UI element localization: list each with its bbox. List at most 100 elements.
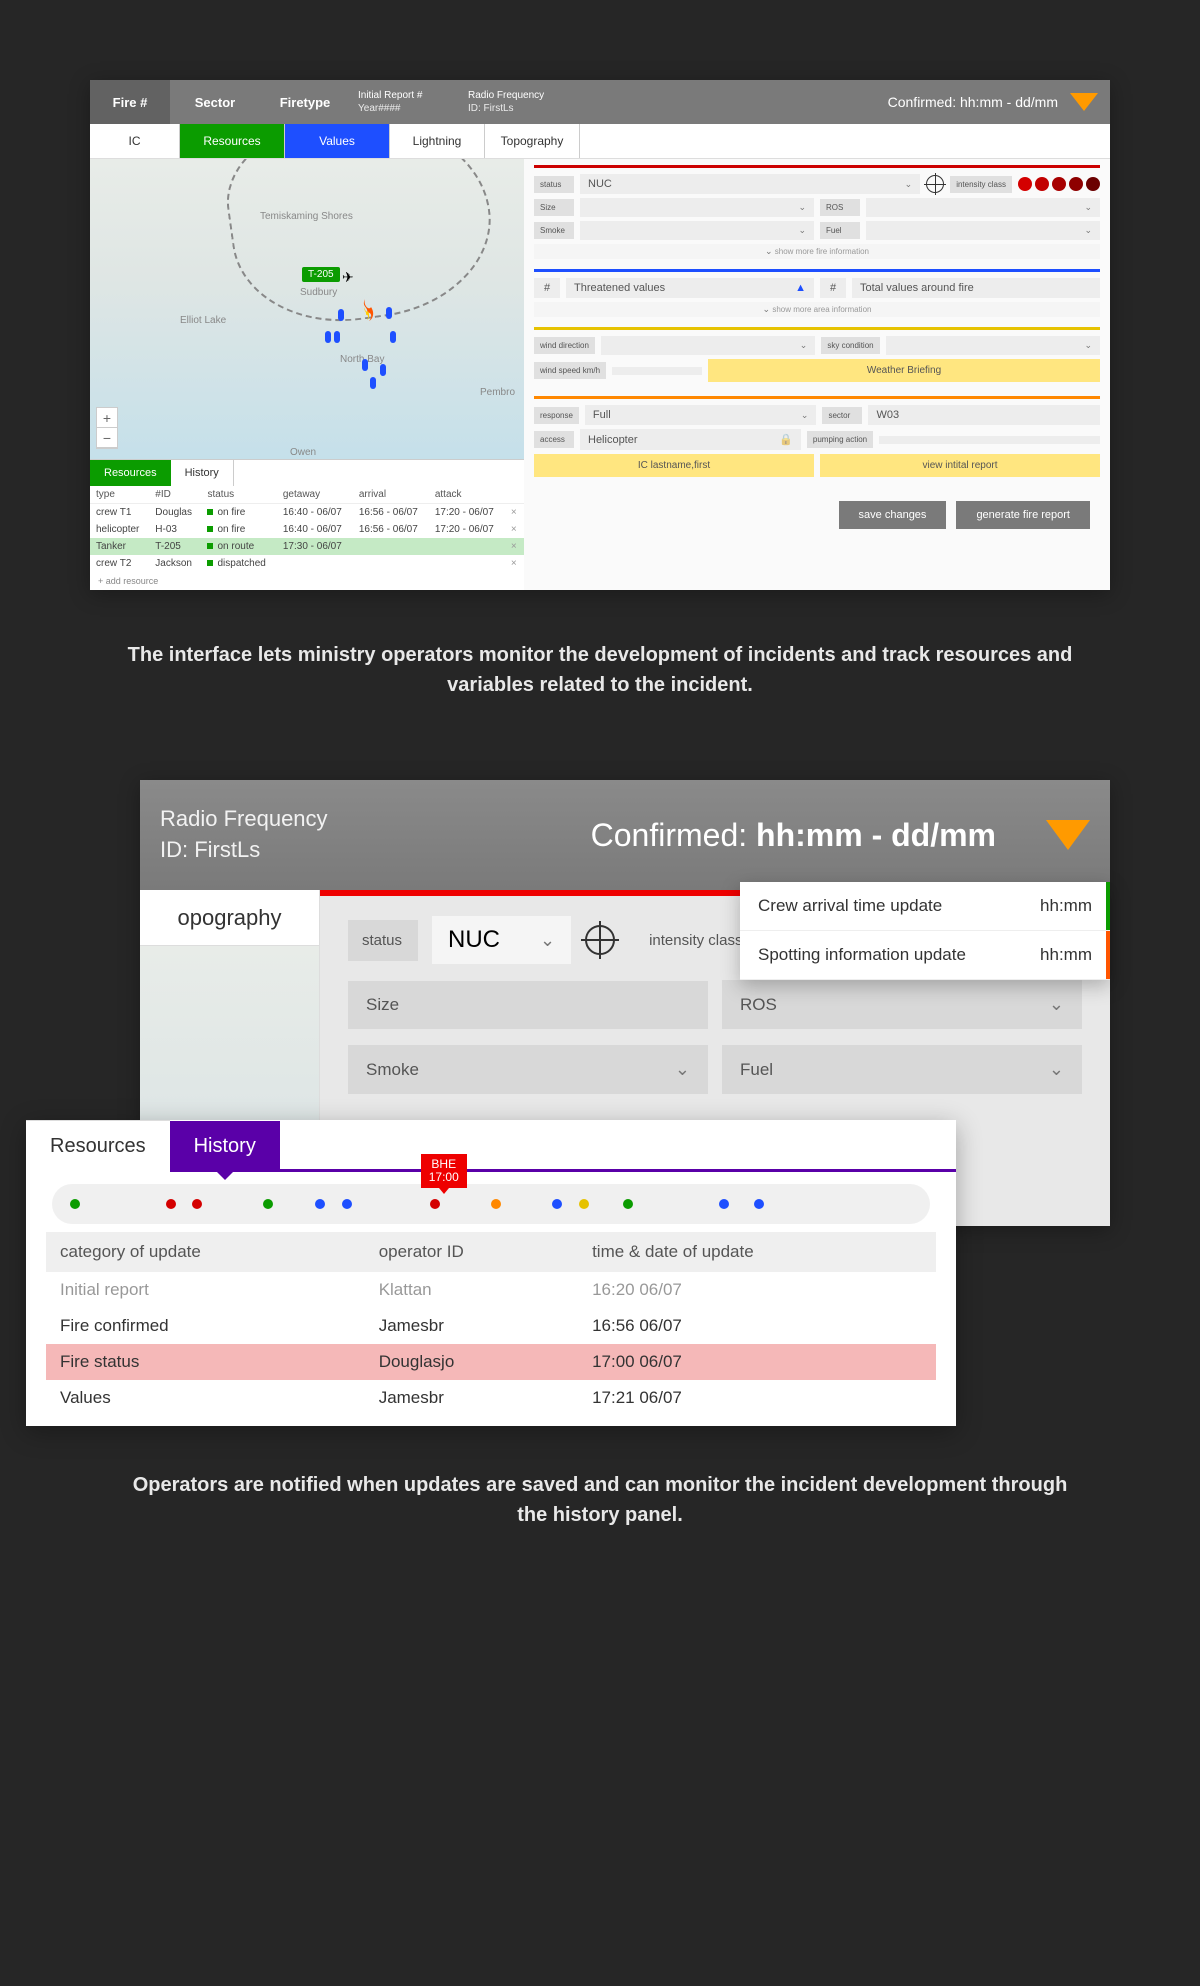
- smoke-field[interactable]: Smoke⌄: [348, 1045, 708, 1094]
- timeline-dot[interactable]: [552, 1199, 562, 1209]
- values-group: # Threatened values ▲ # Total values aro…: [534, 269, 1100, 323]
- resource-marker[interactable]: [390, 331, 396, 343]
- response-group: response Full⌄ sector W03 access Helicop…: [534, 396, 1100, 487]
- tab-lightning[interactable]: Lightning: [390, 124, 485, 158]
- history-row[interactable]: Fire statusDouglasjo17:00 06/07: [46, 1344, 936, 1380]
- tab-topography[interactable]: Topography: [485, 124, 580, 158]
- add-resource-link[interactable]: + add resource: [90, 572, 524, 590]
- view-report-button[interactable]: view intital report: [820, 454, 1100, 477]
- tab-resources-lower[interactable]: Resources: [90, 460, 171, 486]
- pumping-input[interactable]: [879, 436, 1100, 444]
- tab-history[interactable]: History: [170, 1121, 280, 1172]
- zoom-out-button[interactable]: −: [97, 428, 117, 448]
- fire-number[interactable]: Fire #: [90, 80, 170, 124]
- notification-item[interactable]: Crew arrival time updatehh:mm: [740, 882, 1110, 931]
- confirmed-time-value: hh:mm - dd/mm: [756, 817, 996, 853]
- chevron-down-icon: ⌄: [540, 930, 555, 951]
- show-more-area[interactable]: ⌄ show more area information: [534, 302, 1100, 317]
- resource-marker[interactable]: [325, 331, 331, 343]
- table-row[interactable]: crew T2Jacksondispatched×: [90, 555, 524, 572]
- size-field[interactable]: Size: [348, 981, 708, 1029]
- ros-dropdown[interactable]: ⌄: [866, 198, 1100, 217]
- intensity-dot[interactable]: [1086, 177, 1100, 191]
- chevron-down-icon: ⌄: [1084, 225, 1092, 236]
- resource-marker[interactable]: [362, 359, 368, 371]
- table-row[interactable]: TankerT-205on route17:30 - 06/07×: [90, 538, 524, 555]
- unit-tag[interactable]: T-205: [302, 267, 340, 282]
- fuel-dropdown[interactable]: ⌄: [866, 221, 1100, 240]
- timeline-dot[interactable]: [166, 1199, 176, 1209]
- map-area[interactable]: Temiskaming Shores Sudbury Elliot Lake N…: [90, 159, 524, 459]
- fuel-field[interactable]: Fuel⌄: [722, 1045, 1082, 1094]
- threatened-label: Threatened values ▲: [566, 278, 814, 298]
- table-row[interactable]: helicopterH-03on fire16:40 - 06/0716:56 …: [90, 521, 524, 538]
- lock-icon: 🔒: [779, 433, 793, 446]
- timeline-dot[interactable]: [70, 1199, 80, 1209]
- timeline-flag[interactable]: BHE17:00: [421, 1154, 467, 1188]
- zoom-in-button[interactable]: +: [97, 408, 117, 428]
- tab-values[interactable]: Values: [285, 124, 390, 158]
- resource-marker[interactable]: [380, 364, 386, 376]
- intensity-dots[interactable]: [1018, 177, 1100, 191]
- sky-dropdown[interactable]: ⌄: [886, 336, 1100, 355]
- expand-triangle-icon[interactable]: [1046, 820, 1090, 850]
- total-count: #: [820, 278, 846, 298]
- wind-dir-dropdown[interactable]: ⌄: [601, 336, 815, 355]
- history-row[interactable]: ValuesJamesbr17:21 06/07: [46, 1380, 936, 1416]
- table-row[interactable]: crew T1Douglason fire16:40 - 06/0716:56 …: [90, 504, 524, 522]
- initial-report-year: Year####: [358, 102, 452, 115]
- tab-resources[interactable]: Resources: [26, 1120, 170, 1172]
- timeline-dot[interactable]: [342, 1199, 352, 1209]
- sector-value: W03: [868, 405, 1100, 425]
- timeline-dot[interactable]: [754, 1199, 764, 1209]
- ic-name-button[interactable]: IC lastname,first: [534, 454, 814, 477]
- wind-speed-input[interactable]: [612, 367, 702, 375]
- show-more-area-label: show more area information: [772, 305, 871, 314]
- timeline-dot[interactable]: [719, 1199, 729, 1209]
- firetype-header[interactable]: Firetype: [260, 80, 350, 124]
- target-icon[interactable]: [926, 175, 944, 193]
- target-icon[interactable]: [585, 925, 615, 955]
- history-row[interactable]: Initial reportKlattan16:20 06/07: [46, 1272, 936, 1308]
- timeline-dot[interactable]: [430, 1199, 440, 1209]
- resource-marker[interactable]: [386, 307, 392, 319]
- resource-marker[interactable]: [334, 331, 340, 343]
- col-arrival: arrival: [353, 486, 429, 504]
- fuel-label: Fuel: [820, 222, 860, 239]
- chevron-down-icon: ⌄: [798, 202, 806, 213]
- size-dropdown[interactable]: ⌄: [580, 198, 814, 217]
- intensity-dot[interactable]: [1069, 177, 1083, 191]
- history-row[interactable]: Fire confirmedJamesbr16:56 06/07: [46, 1308, 936, 1344]
- generate-report-button[interactable]: generate fire report: [956, 501, 1090, 529]
- intensity-dot[interactable]: [1035, 177, 1049, 191]
- sector-header[interactable]: Sector: [170, 80, 260, 124]
- history-timeline[interactable]: BHE17:00: [52, 1184, 930, 1224]
- resource-marker[interactable]: [370, 377, 376, 389]
- fire-icon[interactable]: [355, 299, 375, 323]
- weather-briefing-button[interactable]: Weather Briefing: [708, 359, 1100, 382]
- resource-marker[interactable]: [338, 309, 344, 321]
- notification-item[interactable]: Spotting information updatehh:mm: [740, 931, 1110, 980]
- timeline-dot[interactable]: [623, 1199, 633, 1209]
- status-dropdown[interactable]: NUC⌄: [432, 916, 571, 964]
- timeline-dot[interactable]: [579, 1199, 589, 1209]
- save-button[interactable]: save changes: [839, 501, 947, 529]
- tab-resources[interactable]: Resources: [180, 124, 285, 158]
- tab-history-lower[interactable]: History: [171, 460, 234, 486]
- show-more-fire[interactable]: ⌄ show more fire information: [534, 244, 1100, 259]
- status-dropdown[interactable]: NUC⌄: [580, 174, 920, 194]
- intensity-dot[interactable]: [1018, 177, 1032, 191]
- timeline-dot[interactable]: [263, 1199, 273, 1209]
- expand-triangle-icon[interactable]: [1070, 93, 1098, 111]
- map-column: Temiskaming Shores Sudbury Elliot Lake N…: [90, 159, 524, 590]
- timeline-dot[interactable]: [491, 1199, 501, 1209]
- smoke-dropdown[interactable]: ⌄: [580, 221, 814, 240]
- topography-tab-partial[interactable]: opography: [140, 890, 319, 946]
- ros-field[interactable]: ROS⌄: [722, 980, 1082, 1029]
- response-dropdown[interactable]: Full⌄: [585, 405, 817, 425]
- timeline-dot[interactable]: [315, 1199, 325, 1209]
- timeline-dot[interactable]: [192, 1199, 202, 1209]
- intensity-dot[interactable]: [1052, 177, 1066, 191]
- caption-1: The interface lets ministry operators mo…: [0, 590, 1200, 780]
- tab-ic[interactable]: IC: [90, 124, 180, 158]
